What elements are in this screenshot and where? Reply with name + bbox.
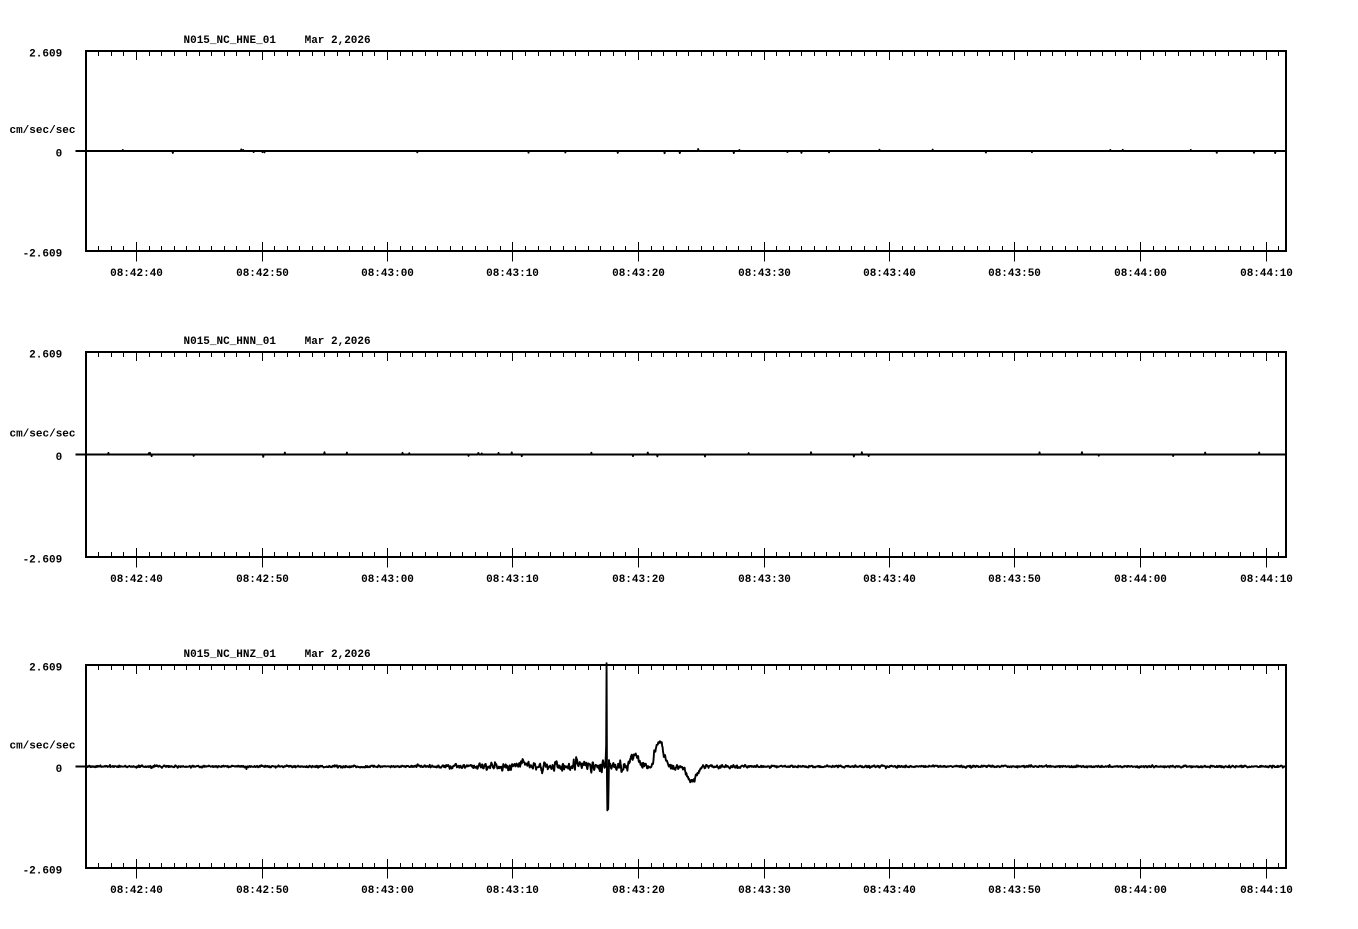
svg-text:-2.609: -2.609 [23, 249, 63, 261]
svg-text:08:42:50: 08:42:50 [236, 268, 289, 280]
svg-text:-2.609: -2.609 [23, 866, 63, 878]
svg-text:cm/sec/sec: cm/sec/sec [9, 125, 75, 137]
svg-text:08:44:10: 08:44:10 [1240, 268, 1293, 280]
svg-text:08:44:00: 08:44:00 [1114, 885, 1167, 897]
svg-text:08:42:40: 08:42:40 [110, 268, 163, 280]
svg-text:08:43:40: 08:43:40 [863, 885, 916, 897]
svg-text:08:43:00: 08:43:00 [361, 268, 414, 280]
svg-text:08:43:30: 08:43:30 [738, 574, 791, 586]
svg-text:08:44:00: 08:44:00 [1114, 268, 1167, 280]
svg-text:08:43:50: 08:43:50 [988, 268, 1041, 280]
svg-text:cm/sec/sec: cm/sec/sec [9, 741, 75, 753]
svg-text:2.609: 2.609 [29, 49, 62, 61]
svg-text:08:42:40: 08:42:40 [110, 574, 163, 586]
svg-text:08:43:20: 08:43:20 [612, 885, 665, 897]
svg-text:08:42:40: 08:42:40 [110, 885, 163, 897]
svg-text:N015_NC_HNZ_01: N015_NC_HNZ_01 [184, 649, 277, 661]
svg-text:08:43:10: 08:43:10 [486, 885, 539, 897]
svg-text:08:44:00: 08:44:00 [1114, 574, 1167, 586]
svg-text:08:43:20: 08:43:20 [612, 268, 665, 280]
svg-text:08:44:10: 08:44:10 [1240, 885, 1293, 897]
svg-text:08:43:00: 08:43:00 [361, 885, 414, 897]
svg-text:0: 0 [56, 764, 63, 776]
svg-text:08:42:50: 08:42:50 [236, 885, 289, 897]
svg-text:2.609: 2.609 [29, 350, 62, 362]
svg-text:2.609: 2.609 [29, 663, 62, 675]
svg-text:-2.609: -2.609 [23, 555, 63, 567]
svg-text:08:44:10: 08:44:10 [1240, 574, 1293, 586]
svg-text:08:43:10: 08:43:10 [486, 268, 539, 280]
svg-text:08:43:30: 08:43:30 [738, 885, 791, 897]
svg-text:Mar 2,2026: Mar 2,2026 [305, 35, 371, 47]
svg-text:08:43:50: 08:43:50 [988, 574, 1041, 586]
svg-text:N015_NC_HNN_01: N015_NC_HNN_01 [184, 336, 277, 348]
svg-text:0: 0 [56, 452, 63, 464]
svg-text:Mar 2,2026: Mar 2,2026 [305, 336, 371, 348]
svg-text:08:43:30: 08:43:30 [738, 268, 791, 280]
svg-text:08:43:00: 08:43:00 [361, 574, 414, 586]
svg-text:0: 0 [56, 149, 63, 161]
svg-text:08:43:10: 08:43:10 [486, 574, 539, 586]
svg-text:08:43:20: 08:43:20 [612, 574, 665, 586]
svg-text:08:43:40: 08:43:40 [863, 268, 916, 280]
svg-text:N015_NC_HNE_01: N015_NC_HNE_01 [184, 35, 277, 47]
svg-text:08:43:50: 08:43:50 [988, 885, 1041, 897]
svg-text:08:43:40: 08:43:40 [863, 574, 916, 586]
svg-text:08:42:50: 08:42:50 [236, 574, 289, 586]
svg-text:cm/sec/sec: cm/sec/sec [9, 429, 75, 441]
svg-text:Mar 2,2026: Mar 2,2026 [305, 649, 371, 661]
